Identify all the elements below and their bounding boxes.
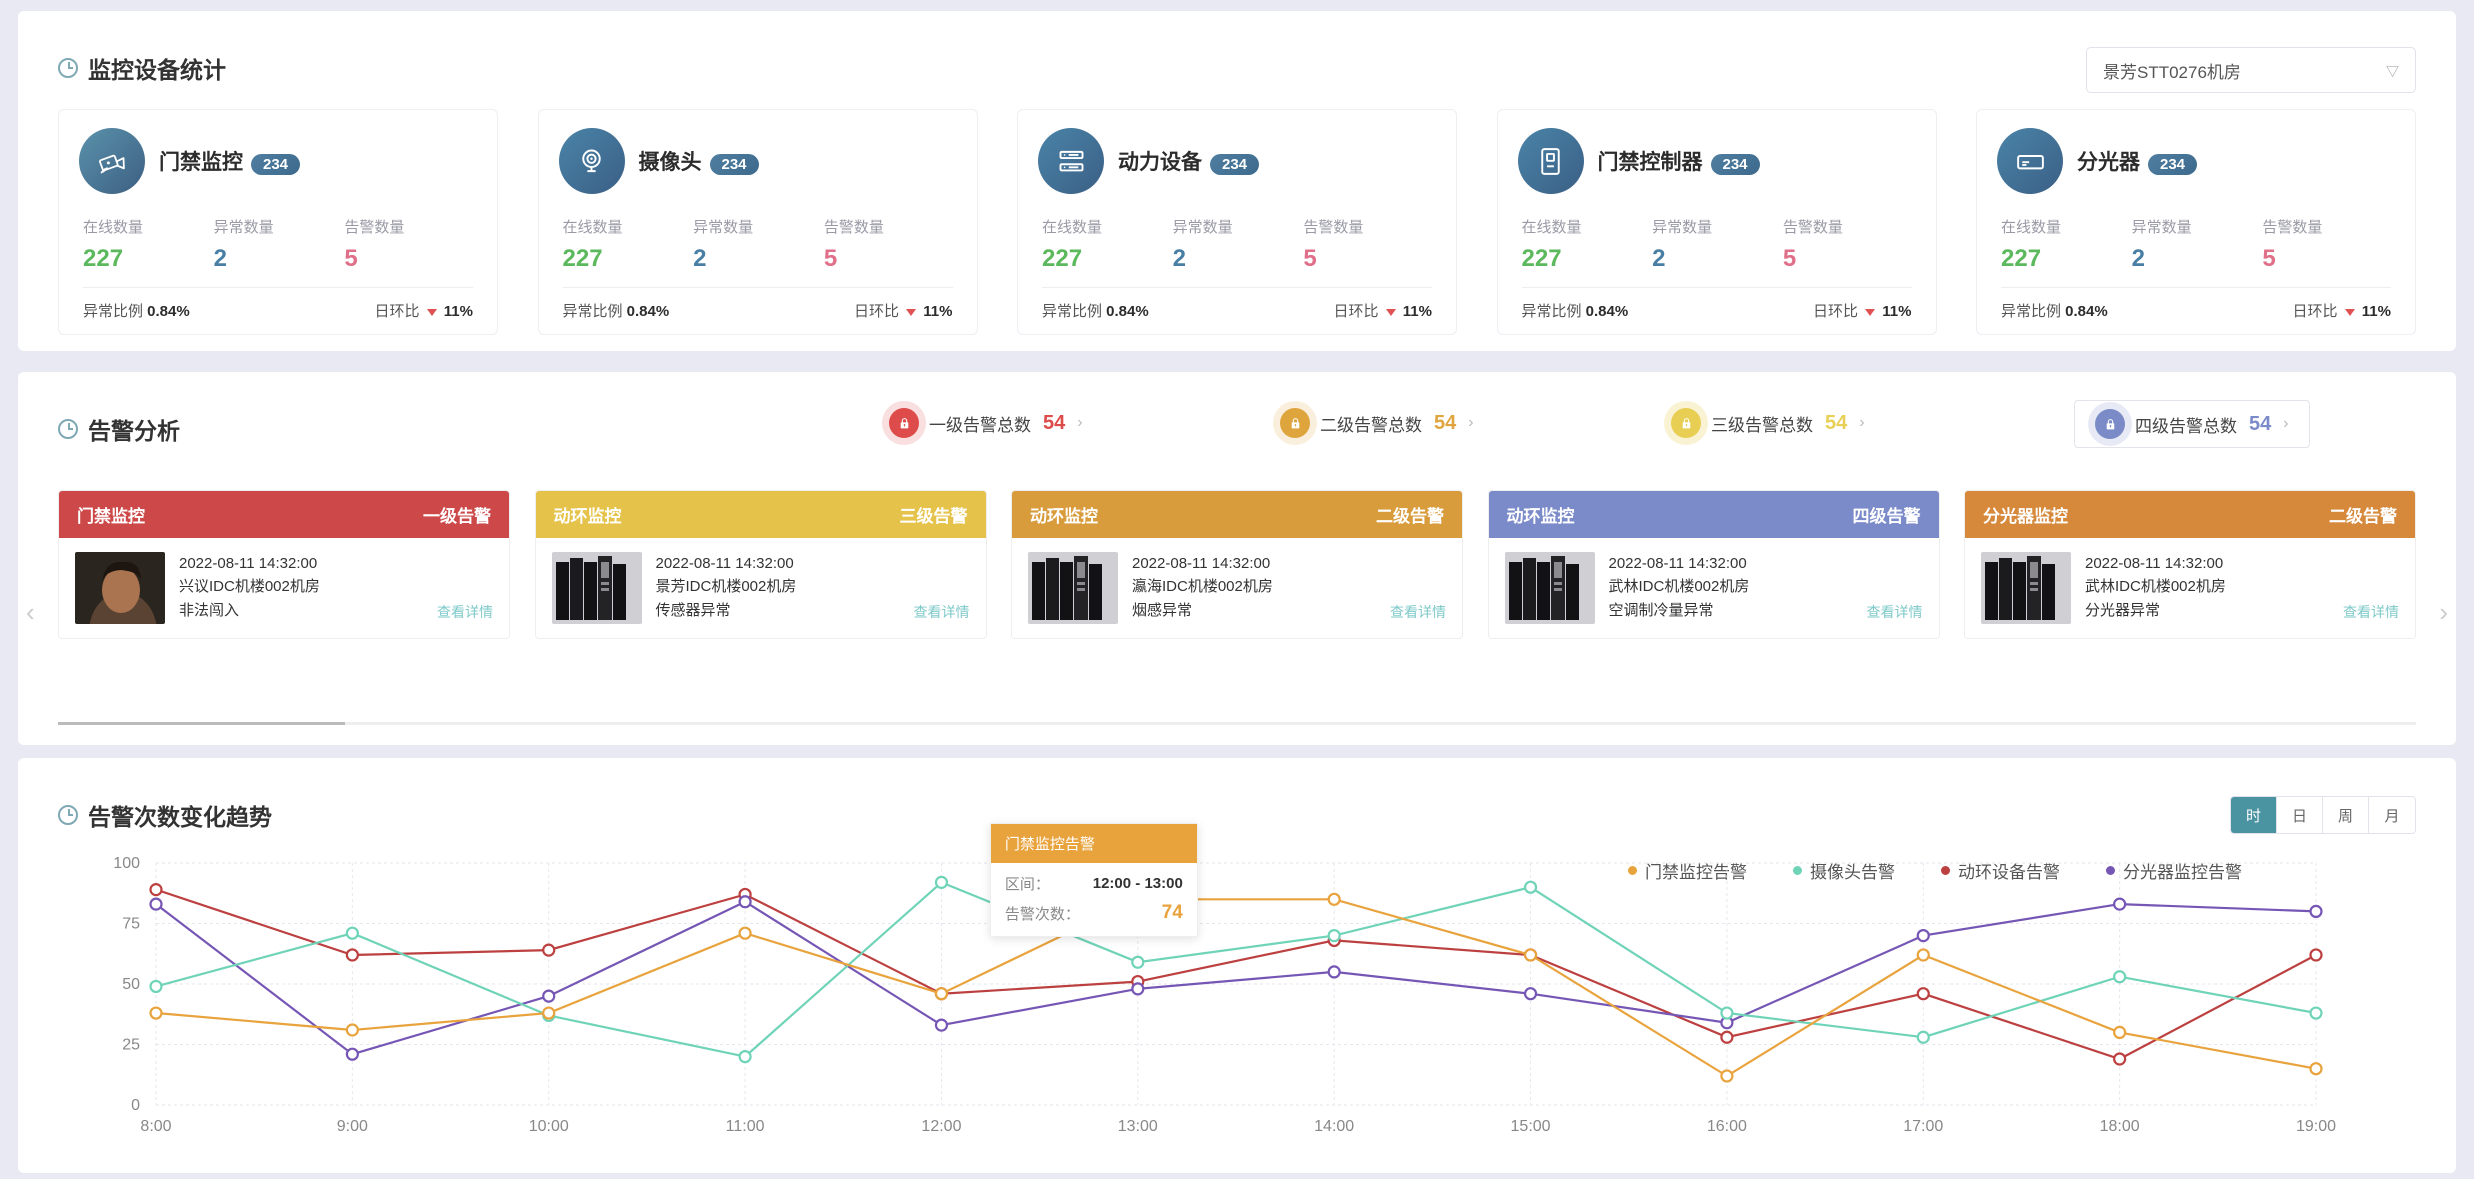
svg-text:9:00: 9:00: [337, 1118, 368, 1135]
svg-text:18:00: 18:00: [2100, 1118, 2140, 1135]
svg-text:17:00: 17:00: [1903, 1118, 1943, 1135]
svg-text:50: 50: [122, 976, 140, 993]
svg-text:12:00: 12:00: [921, 1118, 961, 1135]
svg-text:14:00: 14:00: [1314, 1118, 1354, 1135]
svg-text:15:00: 15:00: [1511, 1118, 1551, 1135]
svg-text:19:00: 19:00: [2296, 1118, 2336, 1135]
svg-text:10:00: 10:00: [529, 1118, 569, 1135]
svg-text:100: 100: [113, 855, 140, 872]
svg-text:0: 0: [131, 1097, 140, 1114]
svg-text:75: 75: [122, 916, 140, 933]
svg-text:25: 25: [122, 1037, 140, 1054]
svg-text:8:00: 8:00: [140, 1118, 171, 1135]
svg-text:13:00: 13:00: [1118, 1118, 1158, 1135]
svg-text:16:00: 16:00: [1707, 1118, 1747, 1135]
svg-text:11:00: 11:00: [726, 1118, 765, 1135]
